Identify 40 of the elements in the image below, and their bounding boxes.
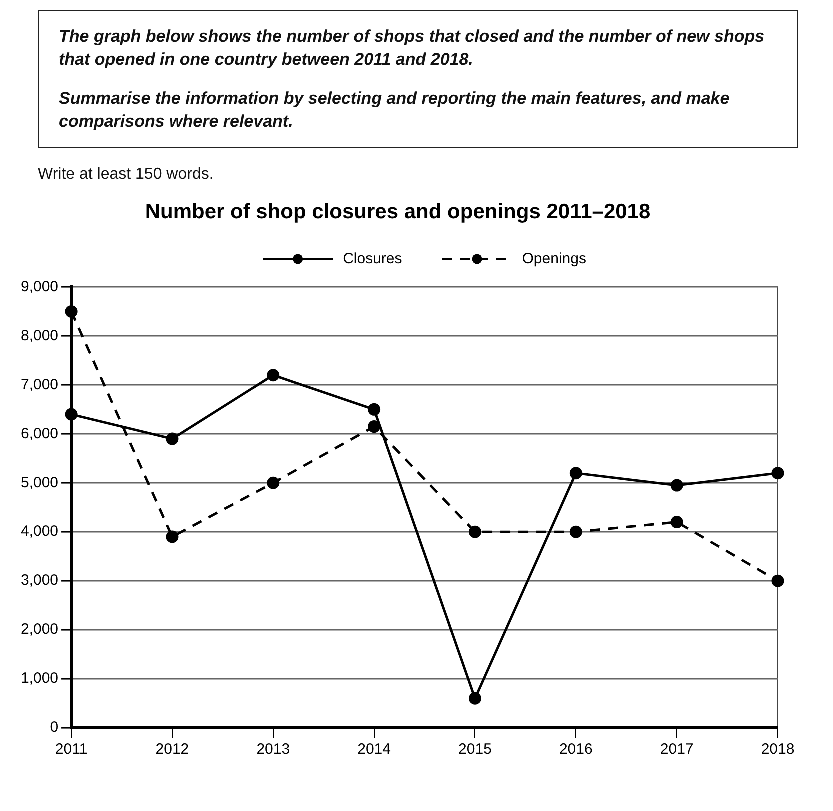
text: Summarise the information by selecting and reporting the main features, and make comparisons where relevant. bbox=[59, 88, 731, 133]
point bbox=[166, 530, 179, 544]
y-tick-label: 6,000 bbox=[20, 425, 59, 442]
x-tick-label: 2011 bbox=[55, 741, 88, 758]
point bbox=[772, 574, 784, 588]
chart-title: Number of shop closures and openings 2011–2018 bbox=[145, 200, 651, 224]
x-tick-label: 2012 bbox=[156, 741, 190, 758]
y-tick-label: 7,000 bbox=[20, 376, 59, 394]
point bbox=[468, 692, 482, 705]
text: Write at least 150 words. bbox=[38, 166, 215, 184]
point bbox=[670, 516, 684, 529]
legend-label: Openings bbox=[522, 250, 586, 268]
point bbox=[468, 526, 482, 538]
x-tick-label: 2017 bbox=[660, 741, 694, 758]
y-tick-label: 5,000 bbox=[20, 474, 59, 492]
x-tick-label: 2018 bbox=[761, 741, 795, 758]
legend-label: Closures bbox=[343, 250, 402, 268]
y-tick-label: 3,000 bbox=[20, 572, 59, 590]
point bbox=[267, 369, 280, 382]
x-tick-label: 2016 bbox=[559, 741, 593, 758]
point bbox=[267, 476, 280, 490]
point bbox=[570, 526, 582, 538]
y-tick-label: 1,000 bbox=[20, 670, 59, 688]
x-tick-label: 2014 bbox=[358, 741, 391, 758]
point bbox=[166, 432, 179, 446]
y-tick-label: 0 bbox=[50, 719, 59, 736]
point bbox=[65, 408, 78, 421]
y-tick-label: 2,000 bbox=[20, 621, 59, 638]
point bbox=[368, 420, 381, 434]
text: The graph below shows the number of shops that closed and the number of new shops that opened in one country between 2011 and 2018. bbox=[59, 26, 766, 71]
y-tick-label: 8,000 bbox=[20, 327, 59, 344]
x-tick-label: 2015 bbox=[458, 741, 492, 758]
point bbox=[772, 467, 784, 480]
y-tick-label: 4,000 bbox=[20, 523, 59, 540]
point bbox=[570, 467, 582, 480]
y-tick-label: 9,000 bbox=[20, 278, 59, 296]
point bbox=[65, 305, 78, 318]
point bbox=[670, 479, 684, 492]
point bbox=[368, 403, 381, 416]
x-tick-label: 2013 bbox=[256, 741, 290, 758]
